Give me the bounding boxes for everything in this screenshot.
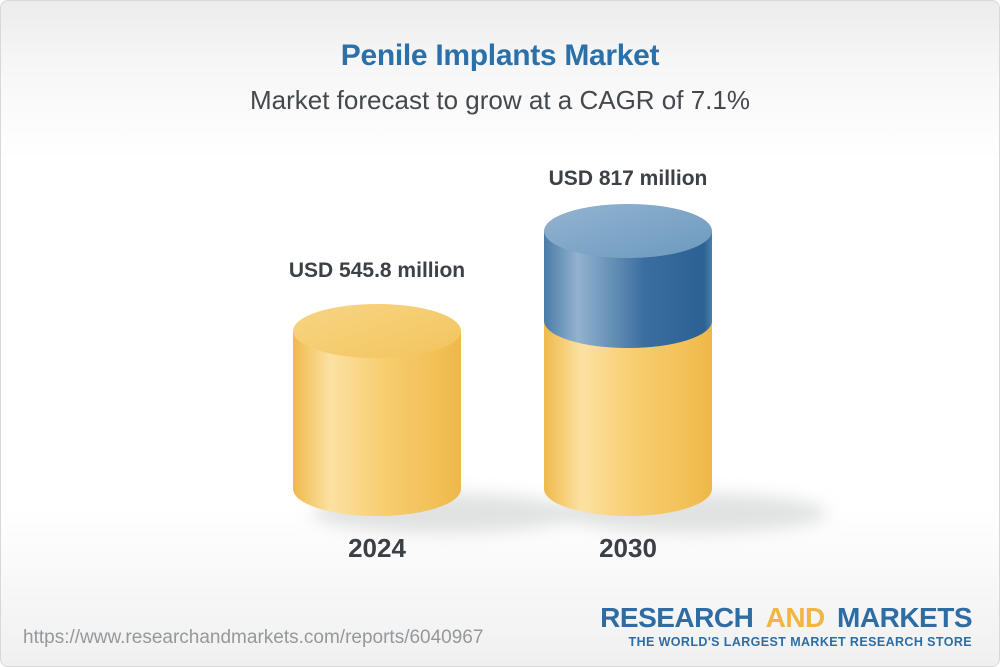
cylinder-2030-top <box>544 204 712 258</box>
research-and-markets-logo: RESEARCH AND MARKETS THE WORLD'S LARGEST… <box>600 603 972 650</box>
logo-wordmark: RESEARCH AND MARKETS <box>600 603 972 632</box>
cylinder-2024 <box>293 304 461 516</box>
logo-word-markets: MARKETS <box>837 602 972 633</box>
cylinder-2030-base-segment <box>544 321 712 516</box>
page-title: Penile Implants Market <box>340 39 660 72</box>
cylinder-2030 <box>544 204 712 516</box>
report-url: https://www.researchandmarkets.com/repor… <box>23 627 484 648</box>
logo-word-and: AND <box>765 602 826 633</box>
page-subtitle: Market forecast to grow at a CAGR of 7.1… <box>250 85 750 115</box>
value-label-2030: USD 817 million <box>548 167 708 190</box>
logo-word-research: RESEARCH <box>600 602 754 633</box>
cylinder-2030-growth-segment <box>544 231 712 348</box>
value-label-2024: USD 545.8 million <box>288 259 466 282</box>
category-label-2030: 2030 <box>599 533 657 563</box>
category-label-2024: 2024 <box>348 533 406 563</box>
logo-tagline: THE WORLD'S LARGEST MARKET RESEARCH STOR… <box>628 635 972 650</box>
